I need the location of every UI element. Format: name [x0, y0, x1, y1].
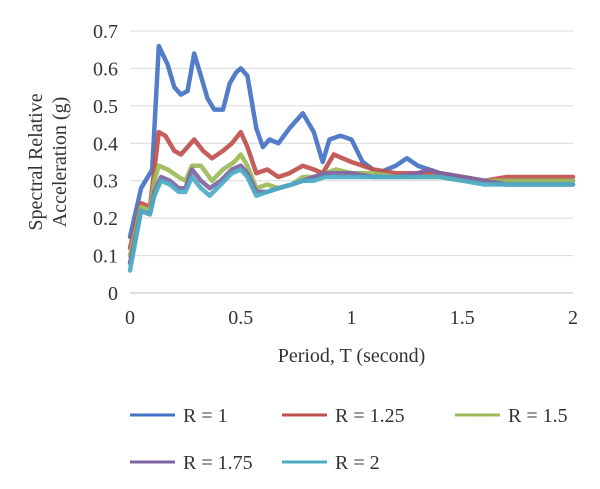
y-tick-label: 0.3 [93, 171, 118, 193]
legend-label: R = 1.5 [508, 405, 568, 427]
series-line [127, 129, 576, 251]
y-tick-label: 0.6 [93, 58, 118, 80]
series-line [127, 152, 576, 258]
x-axis-title: Period, T (second) [278, 345, 426, 367]
y-tick-label: 0.2 [93, 208, 118, 230]
y-tick-label: 0.7 [93, 21, 118, 43]
legend-label: R = 1.75 [183, 452, 253, 474]
x-tick-label: 1 [347, 307, 357, 329]
series-line [127, 167, 576, 273]
x-tick-label: 0.5 [228, 307, 253, 329]
legend-label: R = 2 [335, 452, 380, 474]
x-tick-label: 1.5 [450, 307, 475, 329]
y-axis-title: Spectral Relative Acceleration (g) [25, 93, 71, 230]
y-tick-label: 0.5 [93, 96, 118, 118]
y-axis-title-line: Spectral Relative [25, 93, 47, 230]
y-axis-title-line: Acceleration (g) [49, 97, 71, 227]
series-lines [127, 43, 576, 273]
legend: R = 1 R = 1.25 R = 1.5 R = 1.75 R = 2 [130, 405, 568, 474]
y-axis-ticks: 0 0.1 0.2 0.3 0.4 0.5 0.6 0.7 [93, 21, 118, 305]
y-tick-label: 0 [108, 283, 118, 305]
x-tick-label: 2 [568, 307, 578, 329]
y-tick-label: 0.4 [93, 133, 118, 155]
legend-label: R = 1.25 [335, 405, 405, 427]
x-tick-label: 0 [125, 307, 135, 329]
legend-label: R = 1 [183, 405, 228, 427]
y-tick-label: 0.1 [93, 246, 118, 268]
x-axis-ticks: 0 0.5 1 1.5 2 [125, 307, 578, 329]
